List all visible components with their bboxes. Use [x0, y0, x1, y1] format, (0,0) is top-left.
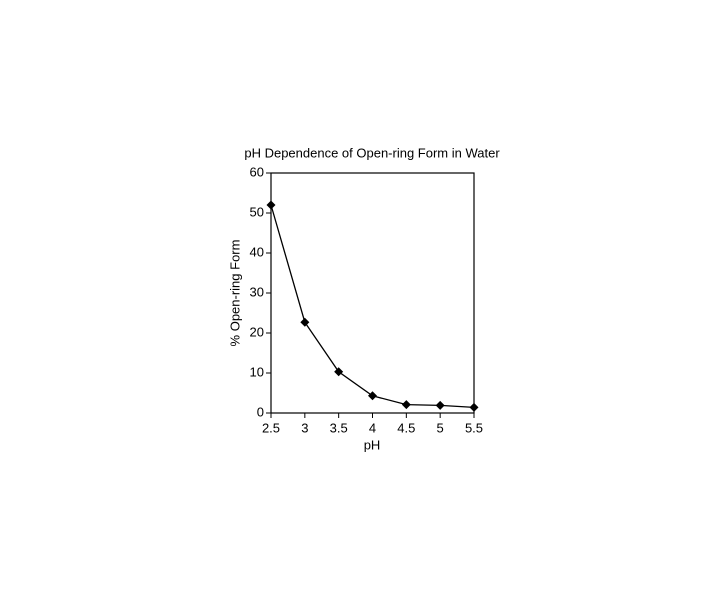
chart-title: pH Dependence of Open-ring Form in Water [244, 145, 500, 160]
marker [368, 391, 377, 401]
y-tick-label: 60 [250, 164, 264, 179]
x-tick-label: 5 [437, 420, 444, 435]
x-tick-label: 3.5 [330, 420, 348, 435]
marker [435, 400, 445, 410]
y-tick-label: 20 [250, 324, 264, 339]
y-tick-label: 50 [250, 204, 264, 219]
y-tick-label: 40 [250, 244, 264, 259]
x-axis-label: pH [364, 437, 381, 452]
x-tick-label: 2.5 [262, 420, 280, 435]
y-tick-label: 10 [250, 364, 264, 379]
x-tick-label: 5.5 [465, 420, 483, 435]
plot-frame [270, 172, 475, 414]
line [270, 204, 475, 409]
y-tick-label: 0 [257, 404, 264, 419]
marker [266, 200, 276, 210]
marker [469, 402, 479, 412]
marker [300, 317, 310, 327]
x-tick-label: 4 [369, 420, 376, 435]
x-tick-label: 3 [301, 420, 308, 435]
marker [334, 367, 344, 377]
x-tick-label: 4.5 [397, 420, 415, 435]
y-tick-label: 30 [250, 284, 264, 299]
y-axis-label: % Open-ring Form [227, 240, 242, 347]
marker [401, 400, 411, 410]
